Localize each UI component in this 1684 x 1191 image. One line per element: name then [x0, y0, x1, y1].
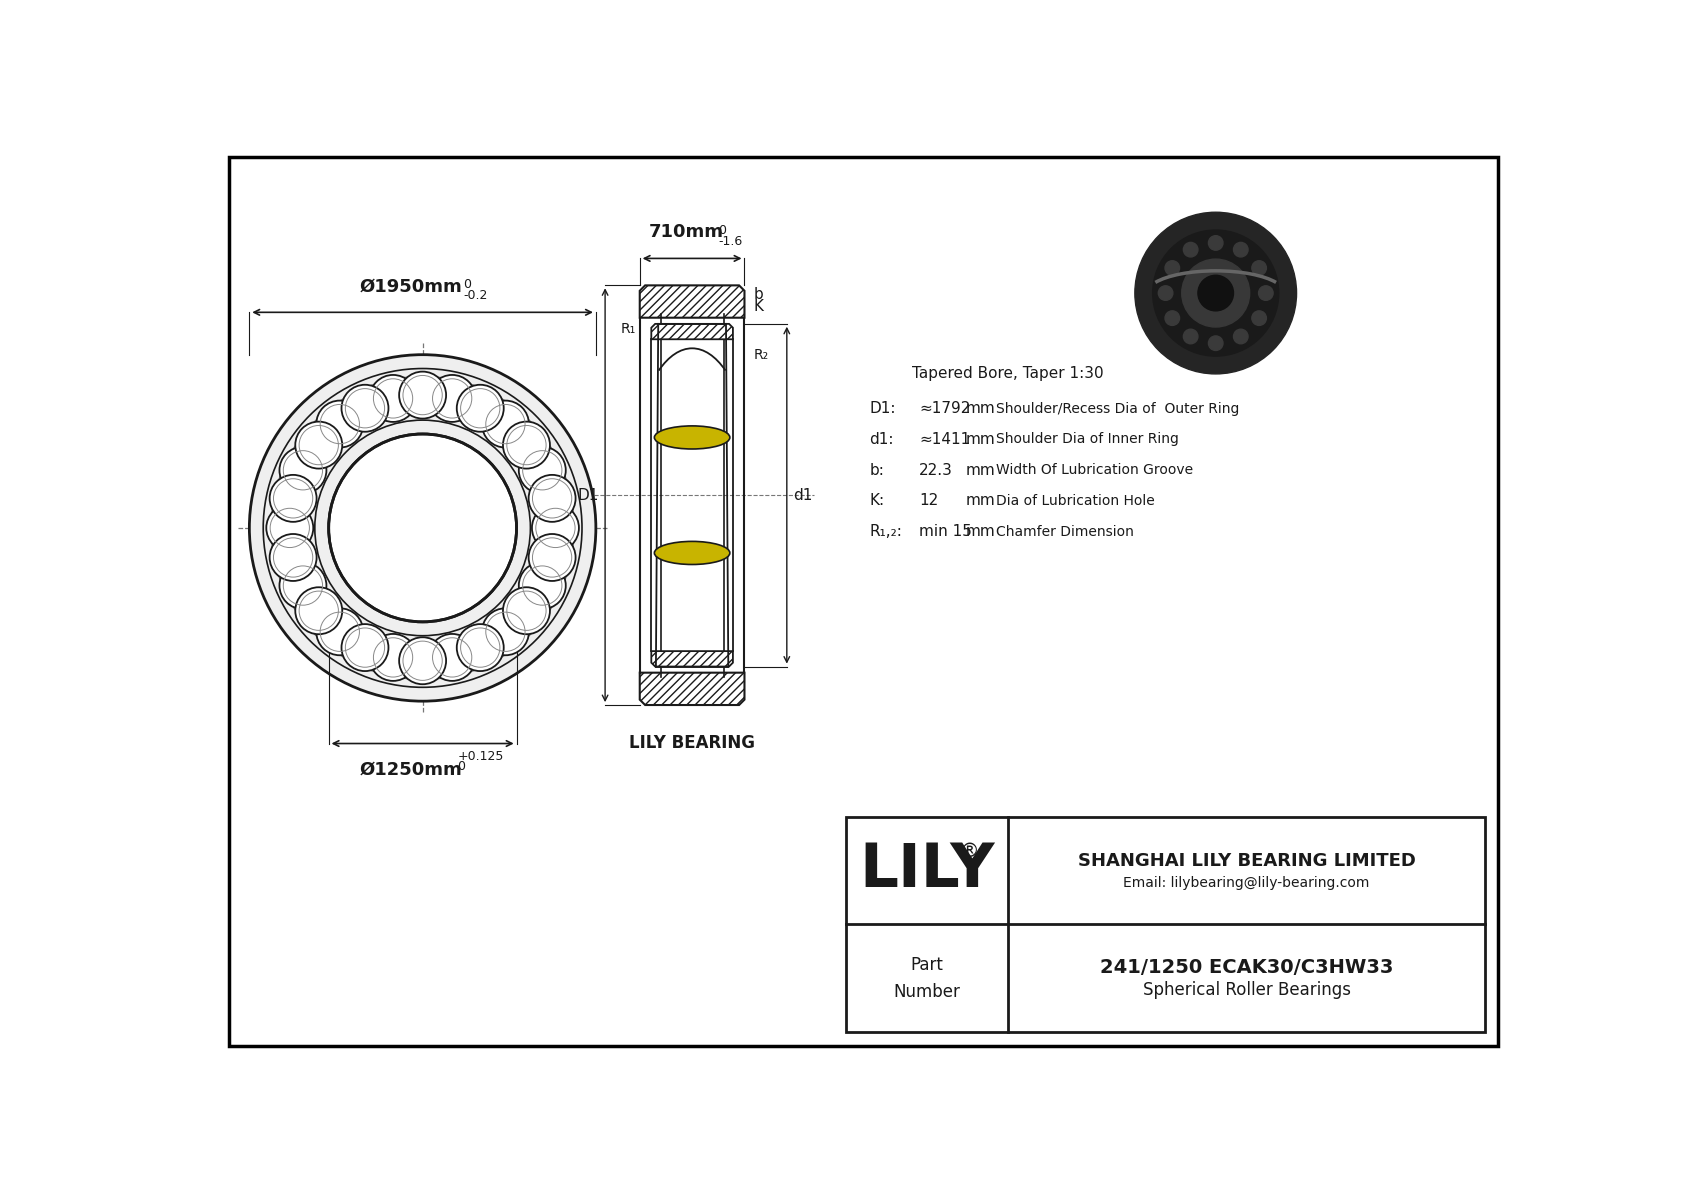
Text: d1: d1	[793, 487, 812, 503]
Circle shape	[456, 624, 504, 671]
Circle shape	[249, 355, 596, 701]
Polygon shape	[652, 324, 733, 339]
Text: b:: b:	[869, 462, 884, 478]
Text: 12: 12	[919, 493, 938, 509]
Text: R₁,₂:: R₁,₂:	[869, 524, 903, 540]
Circle shape	[1233, 243, 1248, 257]
Circle shape	[504, 422, 551, 468]
Text: b: b	[754, 287, 763, 303]
Circle shape	[280, 447, 327, 494]
Circle shape	[456, 385, 504, 431]
Circle shape	[529, 534, 576, 581]
Circle shape	[1165, 261, 1179, 275]
Text: D1: D1	[578, 487, 600, 503]
Text: ≈1792: ≈1792	[919, 401, 970, 416]
Circle shape	[1152, 230, 1278, 356]
Text: 0: 0	[463, 278, 472, 291]
Text: 710mm: 710mm	[648, 224, 724, 242]
Text: min 15: min 15	[919, 524, 972, 540]
Circle shape	[269, 475, 317, 522]
Circle shape	[1209, 236, 1223, 250]
Circle shape	[269, 534, 317, 581]
Text: +0.125: +0.125	[458, 749, 504, 762]
Text: Shoulder Dia of Inner Ring: Shoulder Dia of Inner Ring	[997, 432, 1179, 447]
Polygon shape	[640, 673, 744, 705]
Circle shape	[1135, 212, 1297, 374]
Circle shape	[1197, 275, 1233, 311]
Circle shape	[342, 385, 389, 431]
Circle shape	[317, 609, 364, 655]
Text: Ø1950mm: Ø1950mm	[360, 278, 463, 295]
Circle shape	[369, 634, 416, 681]
Text: mm: mm	[965, 401, 995, 416]
Text: R₂: R₂	[754, 348, 770, 362]
Text: ®: ®	[960, 842, 978, 861]
Circle shape	[1165, 311, 1179, 325]
Circle shape	[482, 609, 529, 655]
Text: Dia of Lubrication Hole: Dia of Lubrication Hole	[997, 494, 1155, 509]
Bar	[845, 817, 1485, 1033]
Circle shape	[295, 587, 342, 635]
Text: mm: mm	[965, 462, 995, 478]
Text: Width Of Lubrication Groove: Width Of Lubrication Groove	[997, 463, 1194, 478]
Text: d1:: d1:	[869, 432, 894, 447]
Circle shape	[369, 375, 416, 422]
Ellipse shape	[655, 542, 729, 565]
Circle shape	[280, 562, 327, 609]
Circle shape	[1251, 311, 1266, 325]
Text: 0: 0	[719, 224, 726, 237]
Text: K: K	[754, 299, 765, 314]
Circle shape	[1258, 286, 1273, 300]
Text: 241/1250 ECAK30/C3HW33: 241/1250 ECAK30/C3HW33	[1100, 958, 1393, 977]
Circle shape	[1184, 243, 1197, 257]
Text: Tapered Bore, Taper 1:30: Tapered Bore, Taper 1:30	[913, 367, 1103, 381]
Circle shape	[482, 400, 529, 448]
Circle shape	[1159, 286, 1172, 300]
Text: Shoulder/Recess Dia of  Outer Ring: Shoulder/Recess Dia of Outer Ring	[997, 401, 1239, 416]
Circle shape	[1251, 261, 1266, 275]
Text: 22.3: 22.3	[919, 462, 953, 478]
Text: LILY BEARING: LILY BEARING	[630, 735, 754, 753]
Text: -0.2: -0.2	[463, 288, 488, 301]
Polygon shape	[652, 651, 733, 667]
Text: Part
Number: Part Number	[894, 956, 960, 1000]
Circle shape	[1209, 336, 1223, 350]
Circle shape	[1182, 260, 1250, 328]
Circle shape	[295, 422, 342, 468]
Circle shape	[328, 434, 517, 622]
Text: Spherical Roller Bearings: Spherical Roller Bearings	[1142, 981, 1351, 999]
Text: LILY: LILY	[859, 841, 995, 900]
Text: Email: lilybearing@lily-bearing.com: Email: lilybearing@lily-bearing.com	[1123, 875, 1369, 890]
Circle shape	[1184, 329, 1197, 344]
Circle shape	[504, 587, 551, 635]
Circle shape	[266, 505, 313, 551]
Text: Chamfer Dimension: Chamfer Dimension	[997, 525, 1133, 538]
Circle shape	[342, 624, 389, 671]
Circle shape	[532, 505, 579, 551]
Polygon shape	[640, 286, 744, 318]
Circle shape	[429, 634, 475, 681]
Text: K:: K:	[869, 493, 884, 509]
Text: mm: mm	[965, 493, 995, 509]
Circle shape	[399, 637, 446, 685]
Circle shape	[1233, 329, 1248, 344]
Text: 0: 0	[458, 761, 465, 773]
Text: Ø1250mm: Ø1250mm	[360, 761, 463, 779]
Ellipse shape	[655, 426, 729, 449]
Text: D1:: D1:	[869, 401, 896, 416]
Text: mm: mm	[965, 524, 995, 540]
Text: -1.6: -1.6	[719, 235, 743, 248]
Circle shape	[519, 447, 566, 494]
Text: ≈1411: ≈1411	[919, 432, 970, 447]
Circle shape	[399, 372, 446, 418]
Text: R₁: R₁	[621, 323, 637, 336]
Circle shape	[429, 375, 475, 422]
Text: mm: mm	[965, 432, 995, 447]
Text: SHANGHAI LILY BEARING LIMITED: SHANGHAI LILY BEARING LIMITED	[1078, 853, 1416, 871]
Circle shape	[529, 475, 576, 522]
Circle shape	[519, 562, 566, 609]
Circle shape	[317, 400, 364, 448]
